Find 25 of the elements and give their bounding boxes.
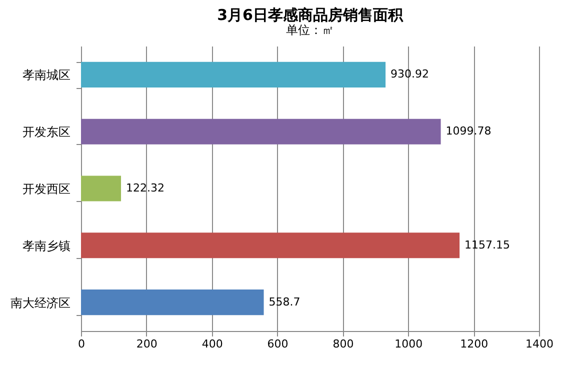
data-label: 122.32 — [126, 182, 165, 194]
chart-subtitle: 单位：㎡ — [286, 23, 334, 37]
x-tick-label: 1200 — [460, 338, 488, 350]
bar — [81, 232, 460, 258]
bar — [81, 289, 264, 316]
y-tick-label: 孝南乡镇 — [22, 238, 70, 253]
y-tick-label: 开发西区 — [22, 182, 70, 196]
bar — [81, 62, 386, 88]
y-tick-label: 开发东区 — [22, 125, 70, 140]
y-tick-label: 孝南城区 — [22, 68, 70, 82]
bar — [81, 118, 441, 144]
x-tick-label: 800 — [332, 338, 354, 350]
x-tick-label: 0 — [78, 338, 85, 350]
data-label: 930.92 — [390, 68, 430, 81]
x-tick-label: 200 — [136, 338, 158, 350]
data-label: 1157.15 — [464, 238, 510, 252]
y-tick-label: 南大经济区 — [10, 296, 70, 310]
chart-title: 3月6日孝感商品房销售面积 — [217, 6, 404, 24]
data-label: 1099.78 — [446, 124, 492, 138]
x-tick-label: 400 — [202, 338, 223, 350]
x-tick-label: 1000 — [394, 338, 423, 350]
data-label: 558.7 — [268, 295, 300, 308]
x-tick-label: 600 — [267, 338, 288, 350]
x-tick-label: 1400 — [526, 338, 554, 350]
bar — [81, 176, 122, 202]
